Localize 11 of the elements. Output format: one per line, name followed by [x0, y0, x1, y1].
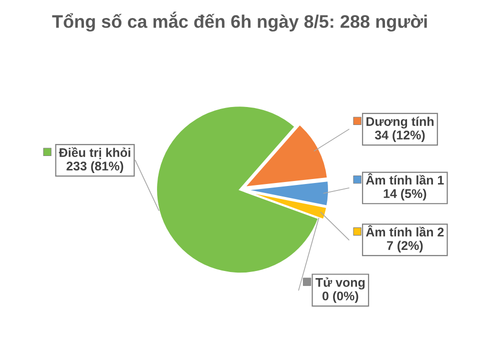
text: 0 (0%) [322, 291, 358, 303]
legend-label: Tử vong [316, 277, 365, 290]
data-label: 34 (12%) [374, 130, 425, 142]
legend-label: Điều trị khỏi [58, 147, 130, 160]
data-label: 7 (2%) [387, 240, 423, 252]
legend-label: Dương tính [366, 116, 434, 128]
legend-label: Âm tính lần 1 [366, 173, 444, 185]
chart-title: Tổng số ca mắc đến 6h ngày 8/5: 288 người [52, 12, 427, 32]
data-label: 14 (5%) [384, 188, 426, 201]
data-label: 233 (81%) [66, 161, 124, 173]
legend-label: Âm tính lần 2 [366, 225, 444, 237]
